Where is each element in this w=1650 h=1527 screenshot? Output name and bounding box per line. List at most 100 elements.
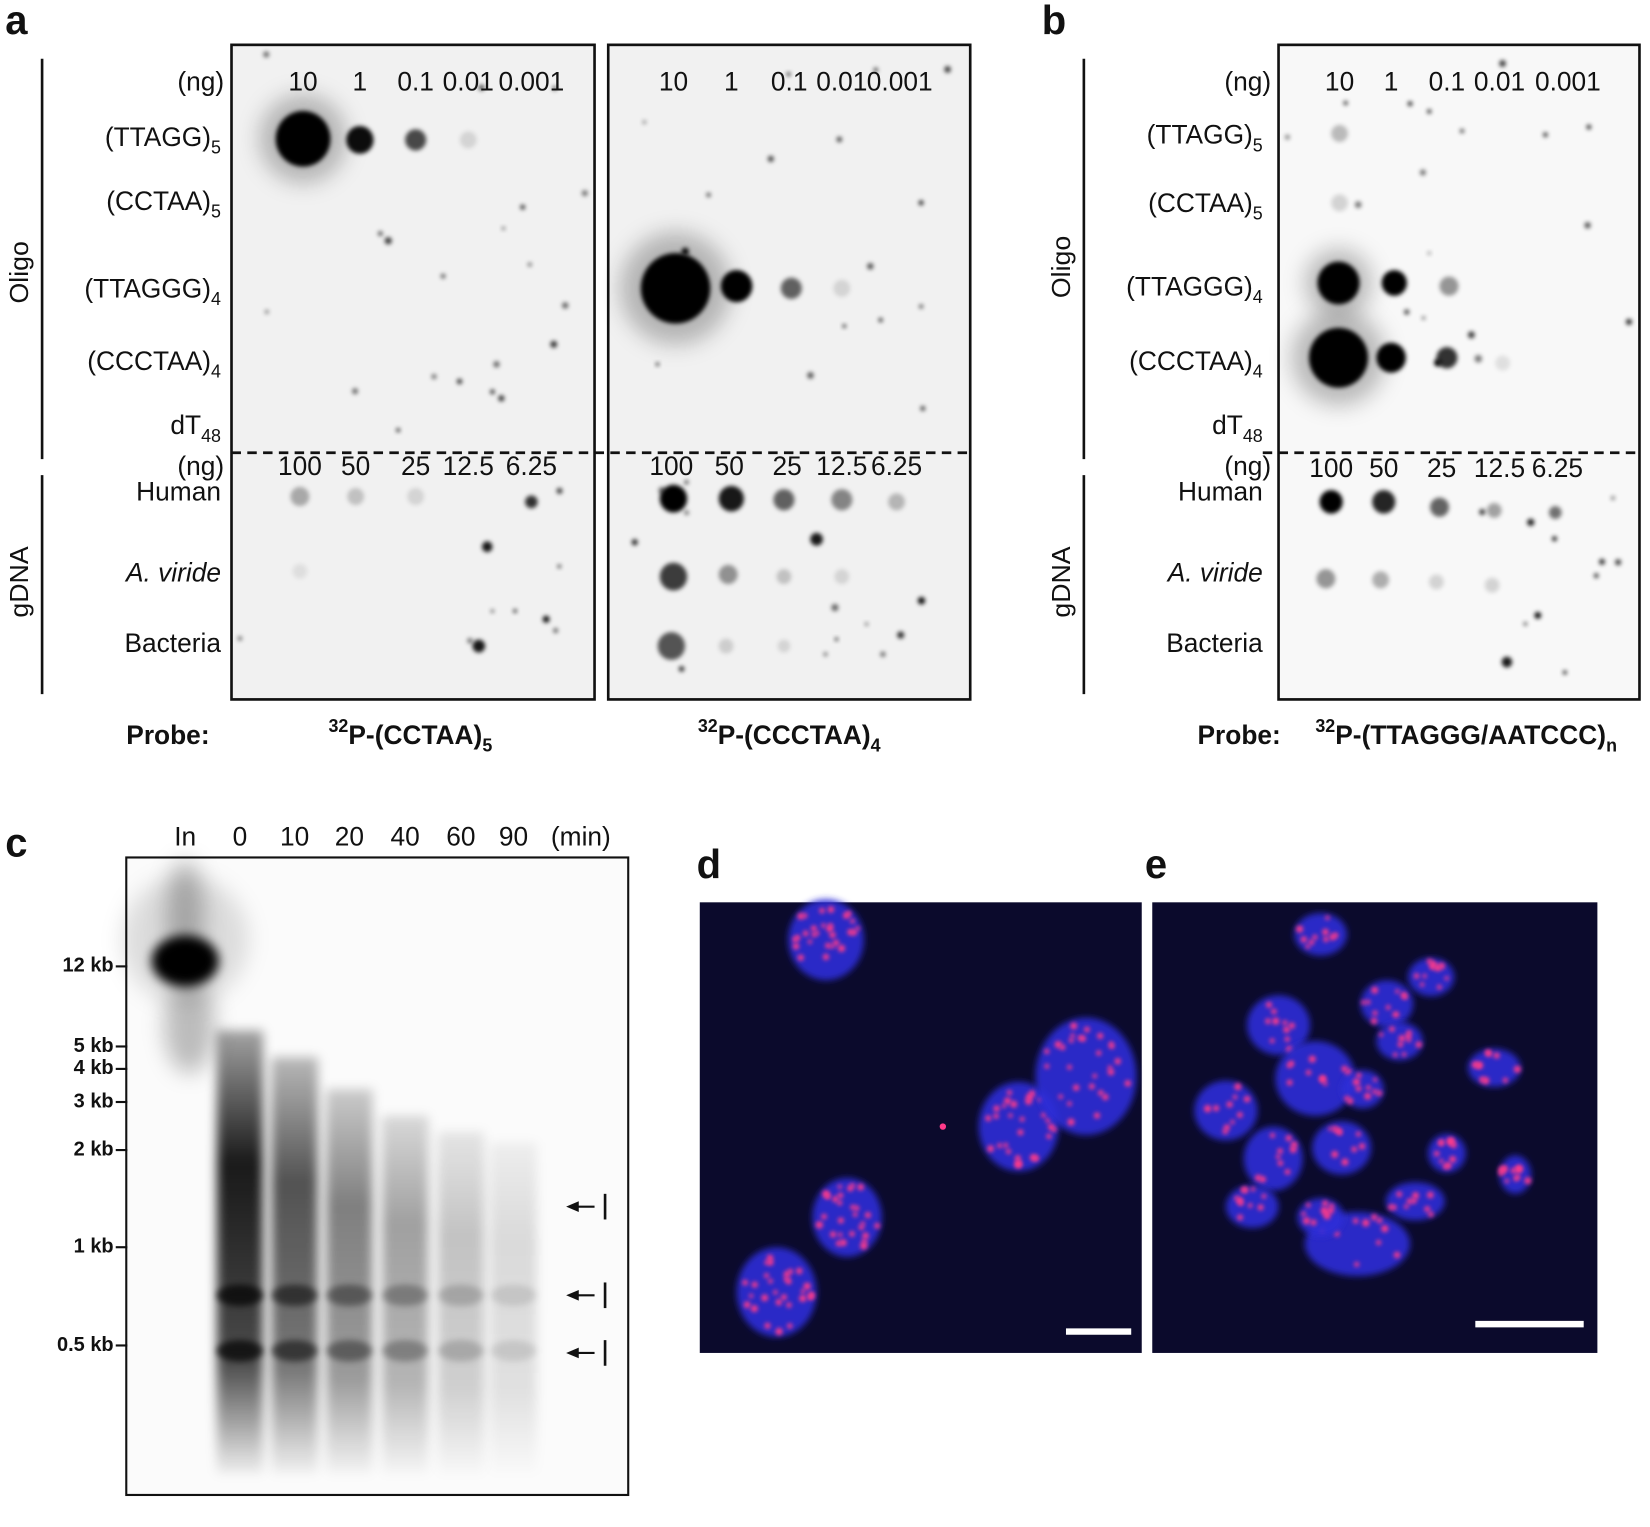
amount-label: 100 — [1309, 453, 1353, 483]
telomere-signal — [797, 912, 805, 920]
labels: aOligogDNA(ng)(ng)(TTAGG)5(CCTAA)5(TTAGG… — [4, 0, 1617, 1356]
telomere-signal — [1485, 1050, 1490, 1055]
spot — [1499, 60, 1506, 67]
spot — [1586, 124, 1592, 130]
gel-band — [490, 1284, 537, 1306]
amount-label: 6.25 — [1532, 453, 1583, 483]
spot — [823, 652, 828, 657]
telomere-signal — [821, 1213, 827, 1220]
telomere-signal — [1513, 1175, 1519, 1182]
telomere-signal — [764, 1322, 771, 1329]
spot — [1421, 316, 1426, 320]
group-label: gDNA — [4, 546, 34, 618]
telomere-signal — [1504, 1178, 1509, 1184]
telomere-signal — [1376, 1217, 1383, 1224]
gel-band — [381, 1284, 429, 1306]
telomere-signal — [1070, 1022, 1078, 1030]
telomere-signal — [857, 1183, 864, 1191]
telomere-signal — [1398, 1034, 1406, 1042]
telomere-signal — [794, 934, 801, 941]
telomere-signal — [1302, 1217, 1311, 1225]
spot — [1429, 574, 1444, 590]
group-label: Oligo — [4, 241, 34, 303]
telomere-signal — [854, 1205, 860, 1211]
telomere-signal — [773, 1290, 778, 1295]
spot — [880, 651, 886, 657]
spot — [1495, 355, 1511, 371]
telomere-signal — [1234, 1083, 1242, 1091]
subscript: 4 — [1253, 287, 1263, 307]
telomere-signal — [1296, 925, 1304, 933]
telomere-signal — [803, 1282, 811, 1290]
telomere-signal — [829, 931, 836, 939]
size-marker: 3 kb — [74, 1090, 114, 1112]
telomere-signal — [1337, 1130, 1343, 1136]
telomere-signal — [860, 1242, 868, 1250]
gel-band — [437, 1284, 485, 1306]
spot — [490, 609, 495, 613]
telomere-signal — [1406, 1198, 1413, 1205]
telomere-signal — [1010, 1100, 1018, 1108]
size-marker: 2 kb — [74, 1138, 114, 1160]
telomere-signal — [1308, 939, 1315, 946]
spot — [657, 632, 686, 660]
amount-label: 0.01 — [1474, 66, 1525, 96]
spot — [1376, 342, 1406, 373]
telomere-signal — [1265, 1001, 1273, 1008]
size-marker: 4 kb — [74, 1057, 114, 1079]
main-text: P-(CCTAA) — [348, 720, 482, 750]
telomere-signal — [1415, 1041, 1422, 1048]
subscript: 5 — [211, 137, 221, 157]
spot — [542, 615, 550, 623]
superscript: 32 — [1315, 716, 1335, 736]
telomere-signal — [1305, 1069, 1312, 1076]
telomere-signal — [1058, 1094, 1063, 1100]
row-label: (TTAGGG)4 — [84, 273, 221, 309]
spot — [405, 129, 427, 151]
telomere-signal — [761, 1294, 769, 1302]
telomere-signal — [787, 1323, 793, 1329]
lane-label: In — [174, 821, 196, 851]
spot — [264, 309, 269, 314]
telomere-signal — [786, 1302, 792, 1308]
panel-label: a — [5, 0, 28, 43]
spot — [917, 596, 926, 605]
telomere-signal — [1261, 1193, 1267, 1199]
telomere-signal — [1089, 1083, 1095, 1090]
telomere-signal — [846, 911, 852, 917]
row-label: (TTAGG)5 — [105, 122, 221, 158]
telomere-signal — [997, 1143, 1003, 1149]
telomere-signal — [1286, 1079, 1293, 1086]
telomere-signal — [1108, 1041, 1114, 1047]
telomere-signal — [855, 926, 860, 931]
telomere-signal — [1093, 1112, 1101, 1119]
telomere-signal — [830, 943, 835, 949]
telomere-signal — [847, 1185, 854, 1192]
telomere-signal — [1389, 1026, 1395, 1032]
spot — [897, 631, 905, 639]
subscript: 4 — [1253, 361, 1263, 381]
telomere-signal — [792, 942, 800, 950]
telomere-signal — [1114, 1058, 1121, 1065]
spot — [1354, 201, 1362, 209]
telomere-signal — [1434, 964, 1442, 972]
spot — [352, 388, 358, 395]
telomere-signal — [796, 1267, 803, 1275]
main-text: (TTAGGG) — [84, 273, 211, 303]
nucleus — [1194, 1080, 1258, 1141]
spot — [780, 277, 802, 299]
telomere-signal — [787, 1268, 794, 1275]
telomere-signal — [1242, 1186, 1249, 1194]
spot — [384, 237, 392, 245]
spot — [1331, 124, 1348, 143]
telomere-signal — [799, 1294, 807, 1302]
telomere-signal — [1325, 915, 1330, 921]
telomere-signal — [837, 1217, 844, 1224]
spot — [834, 637, 839, 641]
telomere-signal — [1341, 1065, 1348, 1072]
telomere-signal — [1238, 1200, 1244, 1206]
gel-smear — [326, 1089, 373, 1474]
spot — [513, 609, 517, 613]
spot — [1427, 109, 1432, 114]
telomere-signal — [1362, 1219, 1370, 1227]
